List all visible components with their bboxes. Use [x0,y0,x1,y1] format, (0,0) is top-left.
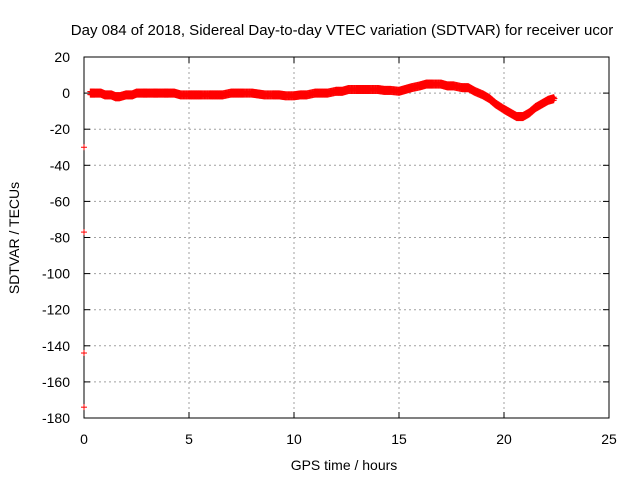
y-tick-label: -80 [50,230,70,246]
x-tick-label: 15 [391,431,407,447]
y-tick-label: 0 [62,85,70,101]
x-tick-label: 25 [601,431,617,447]
data-point [81,350,87,357]
x-tick-label: 10 [286,431,302,447]
y-tick-label: -120 [42,302,70,318]
data-point [81,229,87,236]
y-tick-label: 20 [54,49,70,65]
data-point [551,95,558,102]
data-point [81,404,87,411]
y-axis-label: SDTVAR / TECUs [6,182,22,294]
x-tick-label: 20 [496,431,512,447]
y-tick-label: -60 [50,193,70,209]
y-tick-label: -40 [50,157,70,173]
y-tick-label: -180 [42,410,70,426]
data-point [81,144,87,151]
y-tick-label: -140 [42,338,70,354]
x-tick-labels: 0 5 10 15 20 25 [80,431,617,447]
axis-ticks [83,56,610,419]
data-points [81,79,558,411]
y-tick-labels: 20 0 -20 -40 -60 -80 -100 -120 -140 -160 -180 [42,49,70,426]
x-axis-label: GPS time / hours [291,457,398,473]
grid-lines [84,57,609,418]
y-tick-label: -160 [42,374,70,390]
chart-title: Day 084 of 2018, Sidereal Day-to-day VTE… [71,22,613,39]
x-tick-label: 0 [80,431,88,447]
y-tick-label: -20 [50,121,70,137]
y-tick-label: -100 [42,266,70,282]
x-tick-label: 5 [185,431,193,447]
